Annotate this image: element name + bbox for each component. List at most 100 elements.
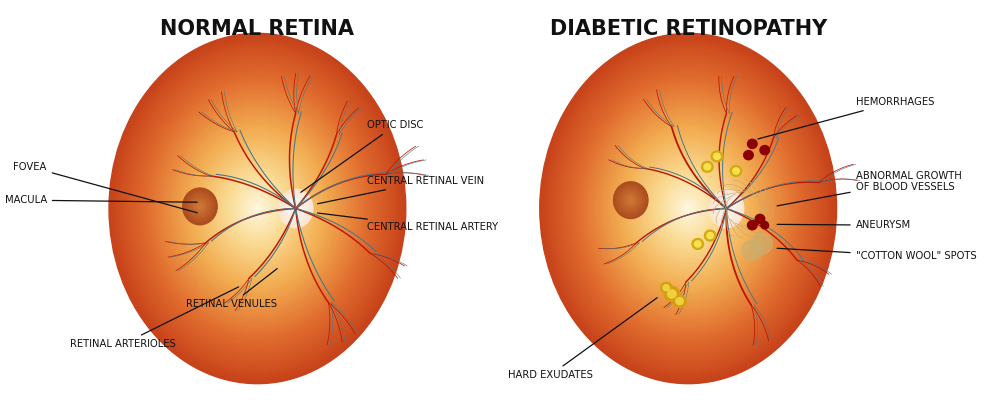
Ellipse shape bbox=[595, 99, 781, 318]
Text: FOVEA: FOVEA bbox=[13, 162, 197, 213]
Ellipse shape bbox=[181, 119, 333, 298]
Text: OPTIC DISC: OPTIC DISC bbox=[301, 120, 424, 192]
Ellipse shape bbox=[141, 70, 374, 347]
Ellipse shape bbox=[714, 153, 720, 160]
Ellipse shape bbox=[573, 73, 803, 344]
Ellipse shape bbox=[666, 182, 710, 235]
Ellipse shape bbox=[189, 128, 326, 289]
Ellipse shape bbox=[679, 198, 697, 219]
Ellipse shape bbox=[560, 58, 816, 359]
Ellipse shape bbox=[230, 176, 285, 241]
Ellipse shape bbox=[220, 165, 294, 252]
Ellipse shape bbox=[608, 114, 768, 303]
Ellipse shape bbox=[721, 202, 732, 215]
Ellipse shape bbox=[629, 138, 748, 279]
Text: CENTRAL RETINAL ARTERY: CENTRAL RETINAL ARTERY bbox=[318, 213, 499, 232]
Ellipse shape bbox=[196, 136, 319, 281]
Ellipse shape bbox=[146, 77, 369, 340]
Ellipse shape bbox=[282, 193, 309, 224]
Ellipse shape bbox=[185, 123, 330, 294]
Ellipse shape bbox=[144, 75, 371, 342]
Ellipse shape bbox=[592, 95, 785, 322]
Ellipse shape bbox=[655, 169, 722, 248]
Ellipse shape bbox=[681, 200, 696, 217]
Ellipse shape bbox=[618, 186, 644, 214]
Ellipse shape bbox=[683, 202, 694, 215]
Ellipse shape bbox=[668, 290, 676, 298]
Ellipse shape bbox=[588, 90, 788, 327]
Ellipse shape bbox=[133, 62, 382, 355]
Ellipse shape bbox=[152, 84, 363, 333]
Ellipse shape bbox=[556, 53, 820, 364]
Ellipse shape bbox=[553, 49, 824, 368]
Ellipse shape bbox=[644, 156, 733, 261]
Text: HEMORRHAGES: HEMORRHAGES bbox=[758, 97, 934, 139]
Text: RETINAL VENULES: RETINAL VENULES bbox=[186, 269, 277, 309]
Ellipse shape bbox=[204, 145, 311, 272]
Text: MACULA: MACULA bbox=[5, 195, 197, 205]
Ellipse shape bbox=[194, 134, 320, 283]
Ellipse shape bbox=[207, 149, 307, 268]
Ellipse shape bbox=[172, 108, 343, 309]
Ellipse shape bbox=[755, 214, 765, 224]
Ellipse shape bbox=[568, 66, 809, 351]
Ellipse shape bbox=[670, 187, 707, 230]
Ellipse shape bbox=[649, 163, 727, 254]
Ellipse shape bbox=[183, 188, 217, 225]
Ellipse shape bbox=[129, 58, 385, 359]
Ellipse shape bbox=[231, 178, 283, 239]
Ellipse shape bbox=[205, 147, 309, 270]
Ellipse shape bbox=[126, 53, 389, 364]
Ellipse shape bbox=[704, 164, 711, 170]
Ellipse shape bbox=[562, 60, 814, 357]
Ellipse shape bbox=[612, 119, 764, 298]
Ellipse shape bbox=[543, 38, 833, 379]
Ellipse shape bbox=[664, 286, 680, 301]
Ellipse shape bbox=[555, 51, 822, 366]
Ellipse shape bbox=[590, 93, 786, 324]
Ellipse shape bbox=[694, 241, 701, 247]
Ellipse shape bbox=[631, 141, 746, 276]
Ellipse shape bbox=[634, 145, 742, 272]
Ellipse shape bbox=[702, 161, 713, 172]
Ellipse shape bbox=[291, 203, 301, 214]
Ellipse shape bbox=[721, 203, 732, 214]
Ellipse shape bbox=[614, 121, 762, 296]
Ellipse shape bbox=[620, 188, 641, 212]
Ellipse shape bbox=[189, 195, 211, 218]
Ellipse shape bbox=[725, 206, 728, 211]
Ellipse shape bbox=[605, 110, 772, 307]
Ellipse shape bbox=[157, 90, 358, 327]
Ellipse shape bbox=[187, 125, 328, 292]
Ellipse shape bbox=[128, 55, 387, 362]
Ellipse shape bbox=[148, 79, 367, 338]
Text: NORMAL RETINA: NORMAL RETINA bbox=[160, 19, 354, 39]
Ellipse shape bbox=[226, 171, 289, 246]
Ellipse shape bbox=[113, 38, 402, 379]
Ellipse shape bbox=[673, 191, 703, 226]
Ellipse shape bbox=[733, 168, 739, 174]
Ellipse shape bbox=[224, 169, 291, 248]
Ellipse shape bbox=[233, 180, 282, 237]
Ellipse shape bbox=[671, 189, 705, 228]
Ellipse shape bbox=[285, 197, 306, 220]
Ellipse shape bbox=[625, 134, 751, 283]
Ellipse shape bbox=[163, 97, 352, 320]
Ellipse shape bbox=[623, 132, 753, 285]
Ellipse shape bbox=[176, 112, 339, 305]
Ellipse shape bbox=[711, 191, 742, 226]
Ellipse shape bbox=[139, 68, 376, 349]
Ellipse shape bbox=[673, 295, 686, 307]
Ellipse shape bbox=[660, 176, 716, 241]
Ellipse shape bbox=[564, 62, 812, 355]
Ellipse shape bbox=[228, 173, 287, 244]
Ellipse shape bbox=[657, 171, 720, 246]
Ellipse shape bbox=[626, 196, 635, 205]
Ellipse shape bbox=[686, 206, 690, 211]
Ellipse shape bbox=[579, 79, 798, 338]
Text: RETINAL ARTERIOLES: RETINAL ARTERIOLES bbox=[70, 287, 239, 349]
Ellipse shape bbox=[180, 117, 335, 300]
Text: HARD EXUDATES: HARD EXUDATES bbox=[508, 298, 657, 380]
Ellipse shape bbox=[748, 139, 757, 148]
Ellipse shape bbox=[109, 33, 406, 384]
